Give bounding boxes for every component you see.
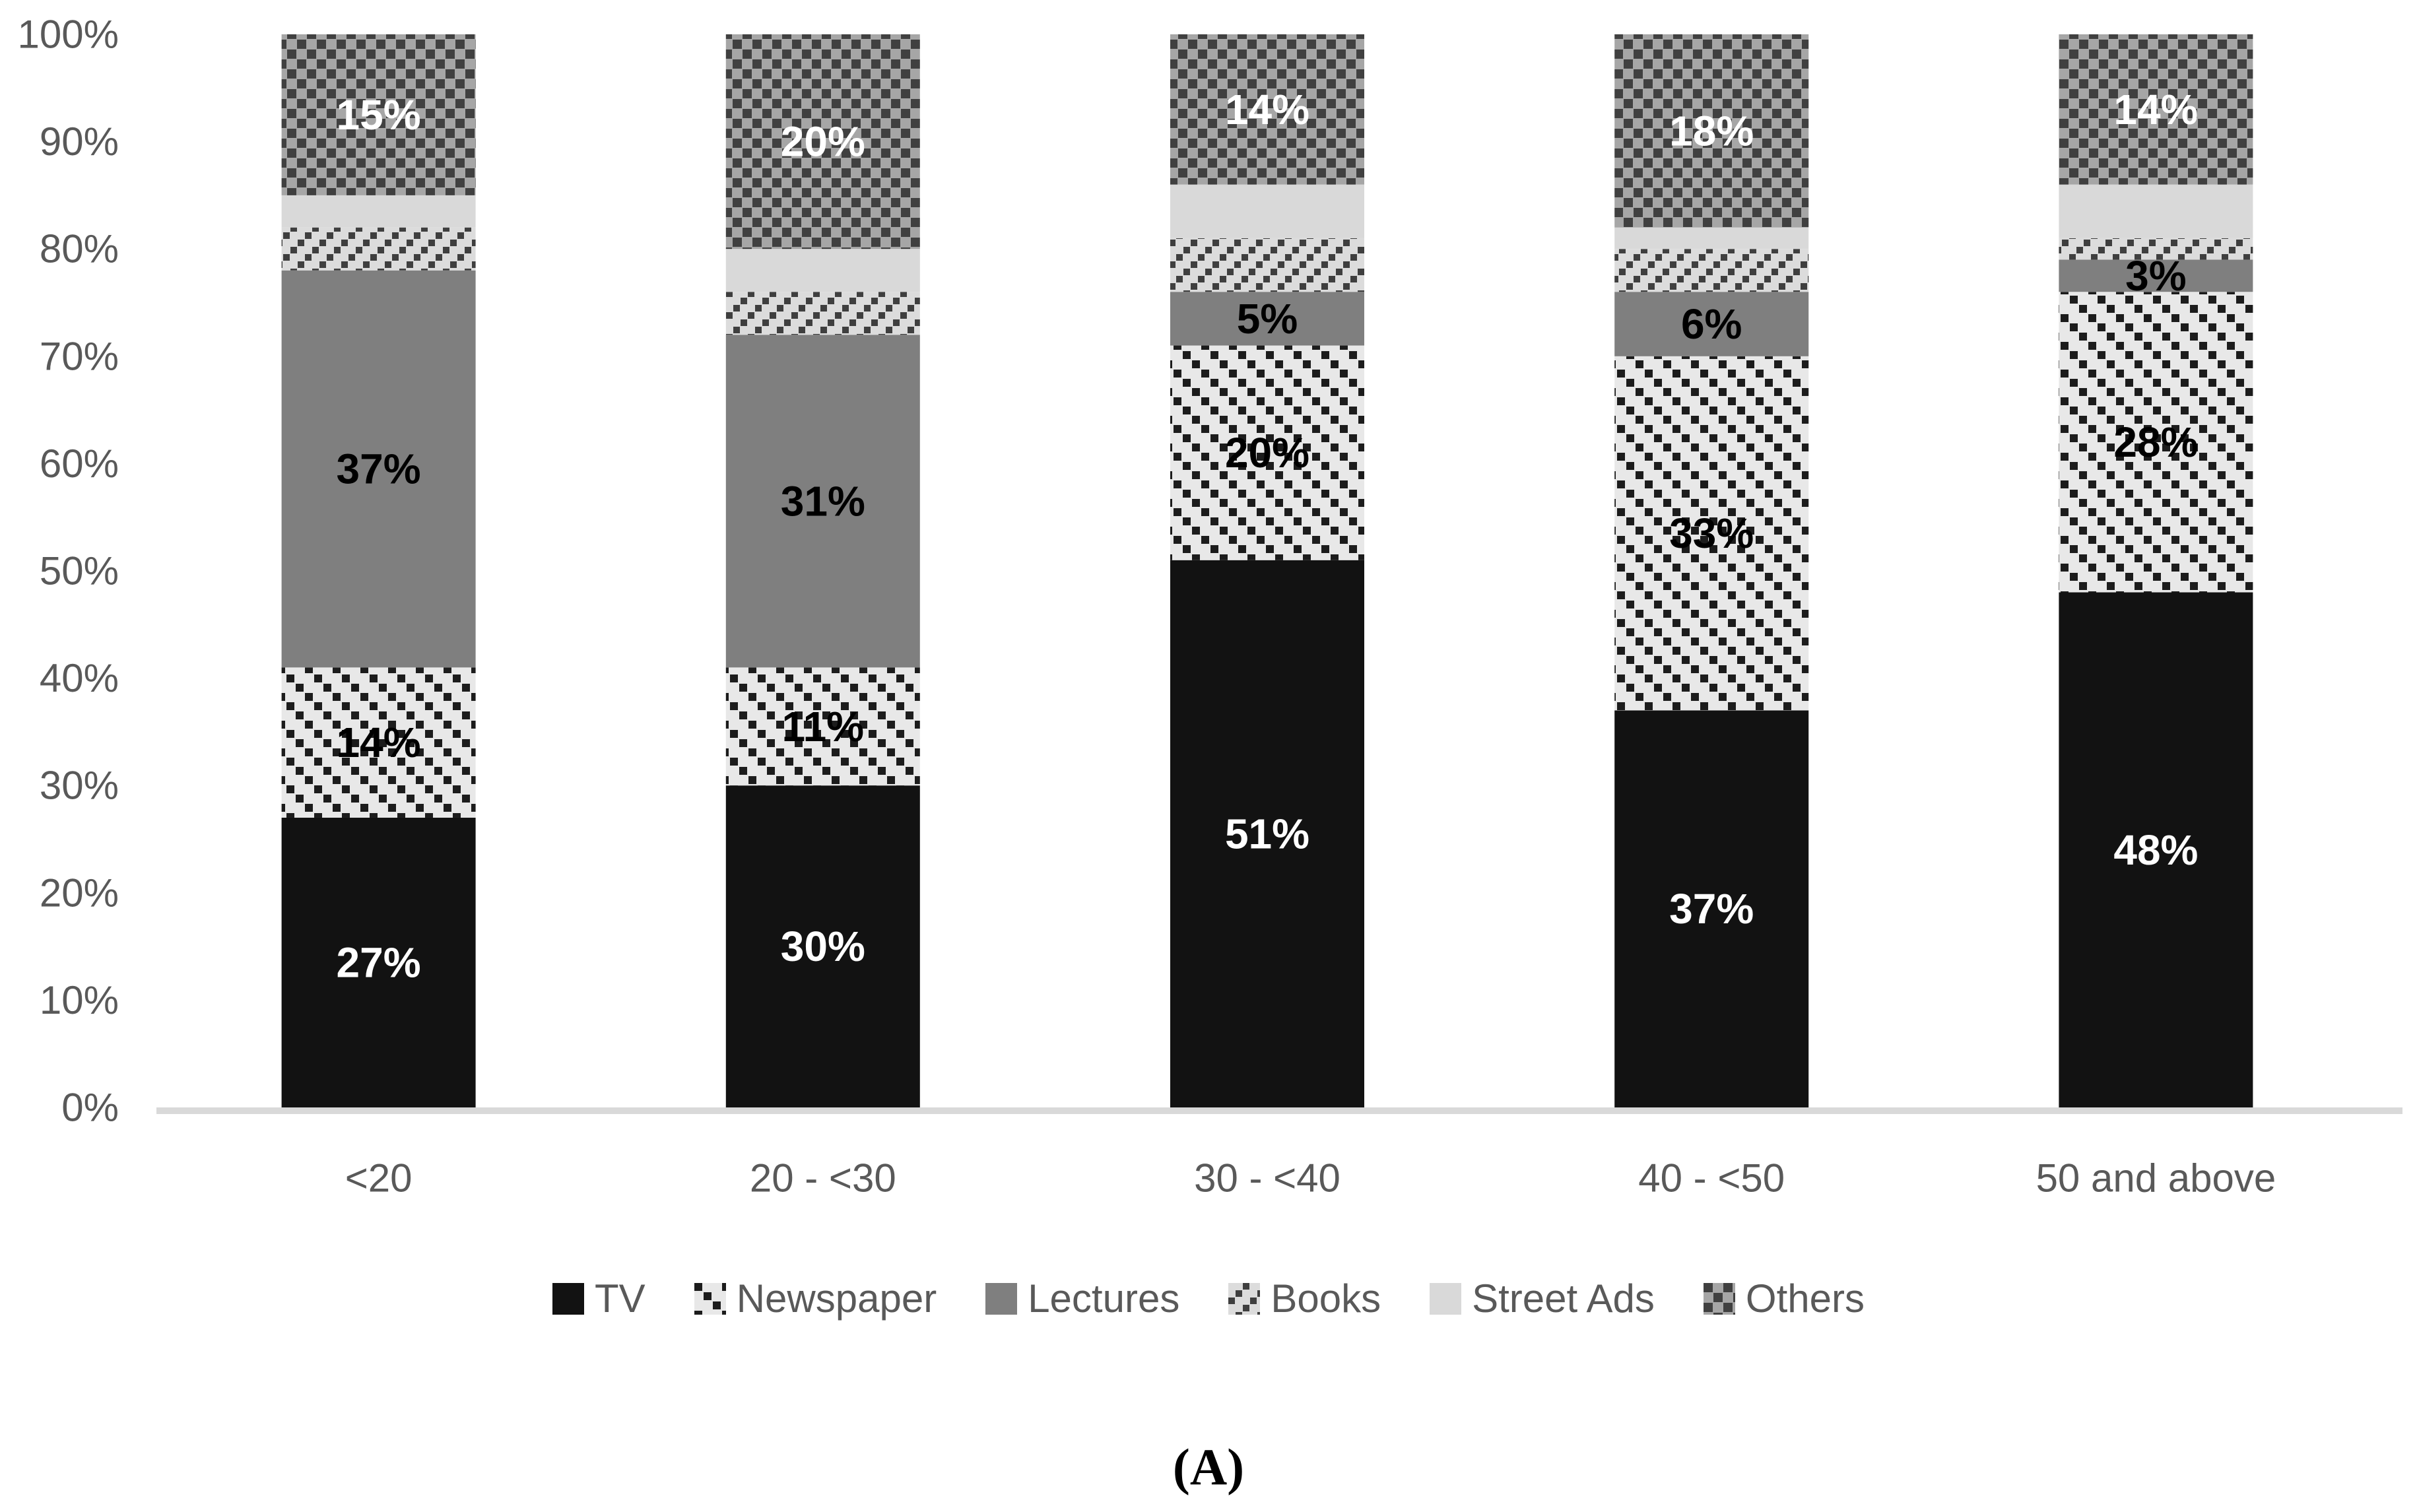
segment-others-cat4 bbox=[2059, 34, 2253, 185]
legend-label-lectures: Lectures bbox=[1028, 1276, 1180, 1321]
segment-label-tv-cat4: 48% bbox=[2113, 826, 2198, 874]
segment-others-cat1 bbox=[725, 34, 920, 249]
segment-lectures-cat0 bbox=[281, 270, 476, 668]
chart-legend: TV Newspaper Lectures Books Street Ads Others bbox=[0, 1279, 2417, 1319]
segment-tv-cat1 bbox=[725, 785, 920, 1107]
legend-item-books: Books bbox=[1228, 1279, 1381, 1319]
segment-label-others-cat0: 15% bbox=[337, 91, 421, 139]
x-category-label-2: 30 - <40 bbox=[1194, 1156, 1341, 1200]
legend-item-lectures: Lectures bbox=[985, 1279, 1179, 1319]
segment-streetads-cat2 bbox=[1170, 184, 1364, 238]
segment-tv-cat2 bbox=[1170, 560, 1364, 1107]
segment-label-lectures-cat0: 37% bbox=[337, 445, 421, 493]
legend-label-streetads: Street Ads bbox=[1472, 1276, 1655, 1321]
segment-label-others-cat1: 20% bbox=[781, 118, 865, 166]
x-category-label-3: 40 - <50 bbox=[1638, 1156, 1785, 1200]
segment-newspaper-cat2 bbox=[1170, 345, 1364, 560]
x-category-label-1: 20 - <30 bbox=[750, 1156, 896, 1200]
segment-label-newspaper-cat2: 20% bbox=[1225, 429, 1309, 477]
y-tick-label-60pct: 60% bbox=[40, 442, 119, 486]
segment-label-tv-cat3: 37% bbox=[1669, 885, 1754, 933]
legend-item-streetads: Street Ads bbox=[1430, 1279, 1655, 1319]
segment-label-lectures-cat1: 31% bbox=[781, 477, 865, 525]
segment-tv-cat3 bbox=[1614, 710, 1809, 1107]
legend-swatch-books-icon bbox=[1228, 1283, 1261, 1315]
segment-others-cat2 bbox=[1170, 34, 1364, 185]
legend-item-others: Others bbox=[1703, 1276, 1865, 1321]
legend-swatch-tv-icon bbox=[552, 1283, 585, 1315]
segment-lectures-cat3 bbox=[1614, 292, 1809, 356]
legend-label-others: Others bbox=[1745, 1276, 1865, 1321]
legend-item-tv: TV bbox=[552, 1279, 646, 1319]
segment-label-others-cat2: 14% bbox=[1225, 86, 1309, 133]
segment-label-newspaper-cat4: 28% bbox=[2113, 418, 2198, 466]
segment-newspaper-cat1 bbox=[725, 667, 920, 786]
segment-label-lectures-cat2: 5% bbox=[1237, 295, 1298, 343]
segment-streetads-cat1 bbox=[725, 249, 920, 292]
legend-item-newspaper: Newspaper bbox=[694, 1279, 937, 1319]
legend-label-newspaper: Newspaper bbox=[736, 1276, 937, 1321]
segment-books-cat3 bbox=[1614, 249, 1809, 292]
x-category-label-4: 50 and above bbox=[2036, 1156, 2276, 1200]
legend-swatch-others-icon bbox=[1703, 1283, 1735, 1315]
segment-label-newspaper-cat0: 14% bbox=[337, 719, 421, 766]
y-tick-label-70pct: 70% bbox=[40, 334, 119, 378]
y-tick-label-50pct: 50% bbox=[40, 549, 119, 593]
segment-label-tv-cat2: 51% bbox=[1225, 810, 1309, 857]
x-category-label-0: <20 bbox=[345, 1156, 413, 1200]
legend-label-tv: TV bbox=[595, 1276, 646, 1321]
segment-books-cat0 bbox=[281, 227, 476, 271]
segment-label-newspaper-cat3: 33% bbox=[1669, 509, 1754, 557]
segment-label-tv-cat1: 30% bbox=[781, 923, 865, 970]
segment-label-others-cat4: 14% bbox=[2113, 86, 2198, 133]
segment-books-cat4 bbox=[2059, 238, 2253, 260]
segment-newspaper-cat0 bbox=[281, 667, 476, 818]
chart-canvas: 0% 10% 20% 30% 40% 50% 60% 70% 80% 90% 100% 27% 14% 3… bbox=[18, 13, 2402, 1200]
segment-streetads-cat3 bbox=[1614, 227, 1809, 249]
y-tick-label-30pct: 30% bbox=[40, 764, 119, 808]
segment-lectures-cat1 bbox=[725, 335, 920, 668]
segment-books-cat2 bbox=[1170, 238, 1364, 292]
legend-swatch-newspaper-icon bbox=[694, 1283, 726, 1315]
legend-label-books: Books bbox=[1271, 1276, 1381, 1321]
legend-swatch-lectures-icon bbox=[985, 1283, 1018, 1315]
segment-lectures-cat2 bbox=[1170, 292, 1364, 346]
segment-streetads-cat0 bbox=[281, 195, 476, 228]
y-tick-label-90pct: 90% bbox=[40, 119, 119, 164]
y-tick-label-10pct: 10% bbox=[40, 978, 119, 1022]
segment-lectures-cat4 bbox=[2059, 259, 2253, 292]
segment-tv-cat0 bbox=[281, 817, 476, 1107]
segment-label-lectures-cat3: 6% bbox=[1681, 300, 1742, 348]
figure-caption: (A) bbox=[1172, 1438, 1245, 1496]
segment-newspaper-cat3 bbox=[1614, 356, 1809, 711]
segment-others-cat0 bbox=[281, 34, 476, 195]
segment-others-cat3 bbox=[1614, 34, 1809, 228]
segment-label-others-cat3: 18% bbox=[1669, 107, 1754, 154]
segment-books-cat1 bbox=[725, 292, 920, 335]
legend-swatch-streetads-icon bbox=[1430, 1283, 1462, 1315]
y-tick-label-100pct: 100% bbox=[18, 13, 119, 57]
segment-tv-cat4 bbox=[2059, 592, 2253, 1107]
segment-streetads-cat4 bbox=[2059, 184, 2253, 238]
segment-newspaper-cat4 bbox=[2059, 292, 2253, 593]
y-tick-label-0pct: 0% bbox=[61, 1086, 119, 1130]
y-tick-label-20pct: 20% bbox=[40, 871, 119, 915]
segment-label-lectures-cat4: 3% bbox=[2125, 252, 2187, 300]
segment-label-newspaper-cat1: 11% bbox=[782, 703, 865, 750]
y-tick-label-40pct: 40% bbox=[40, 656, 119, 700]
segment-label-tv-cat0: 27% bbox=[337, 938, 421, 986]
y-tick-label-80pct: 80% bbox=[40, 227, 119, 271]
